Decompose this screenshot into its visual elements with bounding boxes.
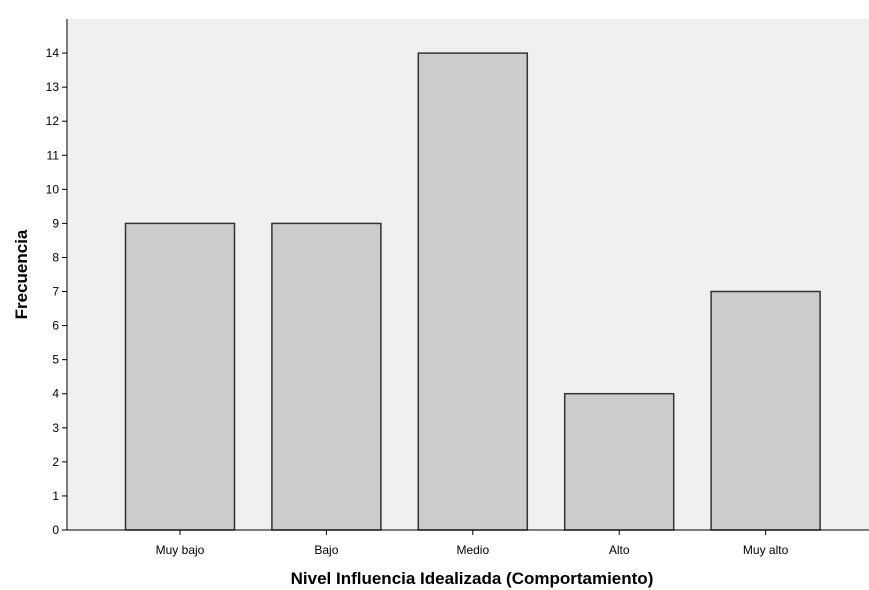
y-tick-label: 14 — [46, 46, 60, 60]
bar-muy-bajo — [124, 222, 236, 531]
y-tick-label: 13 — [46, 80, 60, 94]
y-tick-label: 4 — [52, 387, 59, 401]
y-axis-title: Frecuencia — [12, 229, 31, 319]
x-tick-label: Muy bajo — [156, 543, 205, 557]
y-tick-label: 12 — [46, 114, 60, 128]
bar-bajo — [271, 222, 382, 531]
y-tick-label: 7 — [52, 285, 59, 299]
x-tick-label: Bajo — [314, 543, 338, 557]
bar-muy-alto — [710, 290, 821, 531]
bar-alto — [563, 392, 675, 531]
y-tick-label: 1 — [52, 489, 59, 503]
y-tick-label: 2 — [52, 455, 59, 469]
x-tick-label: Muy alto — [743, 543, 789, 557]
bar-medio — [417, 52, 529, 531]
x-tick-label: Alto — [609, 543, 630, 557]
y-tick-label: 6 — [52, 319, 59, 333]
y-tick-label: 9 — [52, 216, 59, 230]
y-tick-label: 11 — [47, 148, 60, 162]
y-tick-label: 0 — [52, 523, 59, 537]
x-axis-title: Nivel Influencia Idealizada (Comportamie… — [291, 569, 654, 588]
x-axis: Muy bajo Bajo Medio Alto Muy alto — [67, 529, 869, 557]
y-tick-label: 8 — [52, 250, 59, 264]
y-tick-label: 10 — [46, 182, 60, 196]
bars-group — [124, 52, 821, 531]
y-tick-label: 3 — [52, 421, 59, 435]
x-tick-label: Medio — [456, 543, 489, 557]
y-tick-label: 5 — [52, 353, 59, 367]
